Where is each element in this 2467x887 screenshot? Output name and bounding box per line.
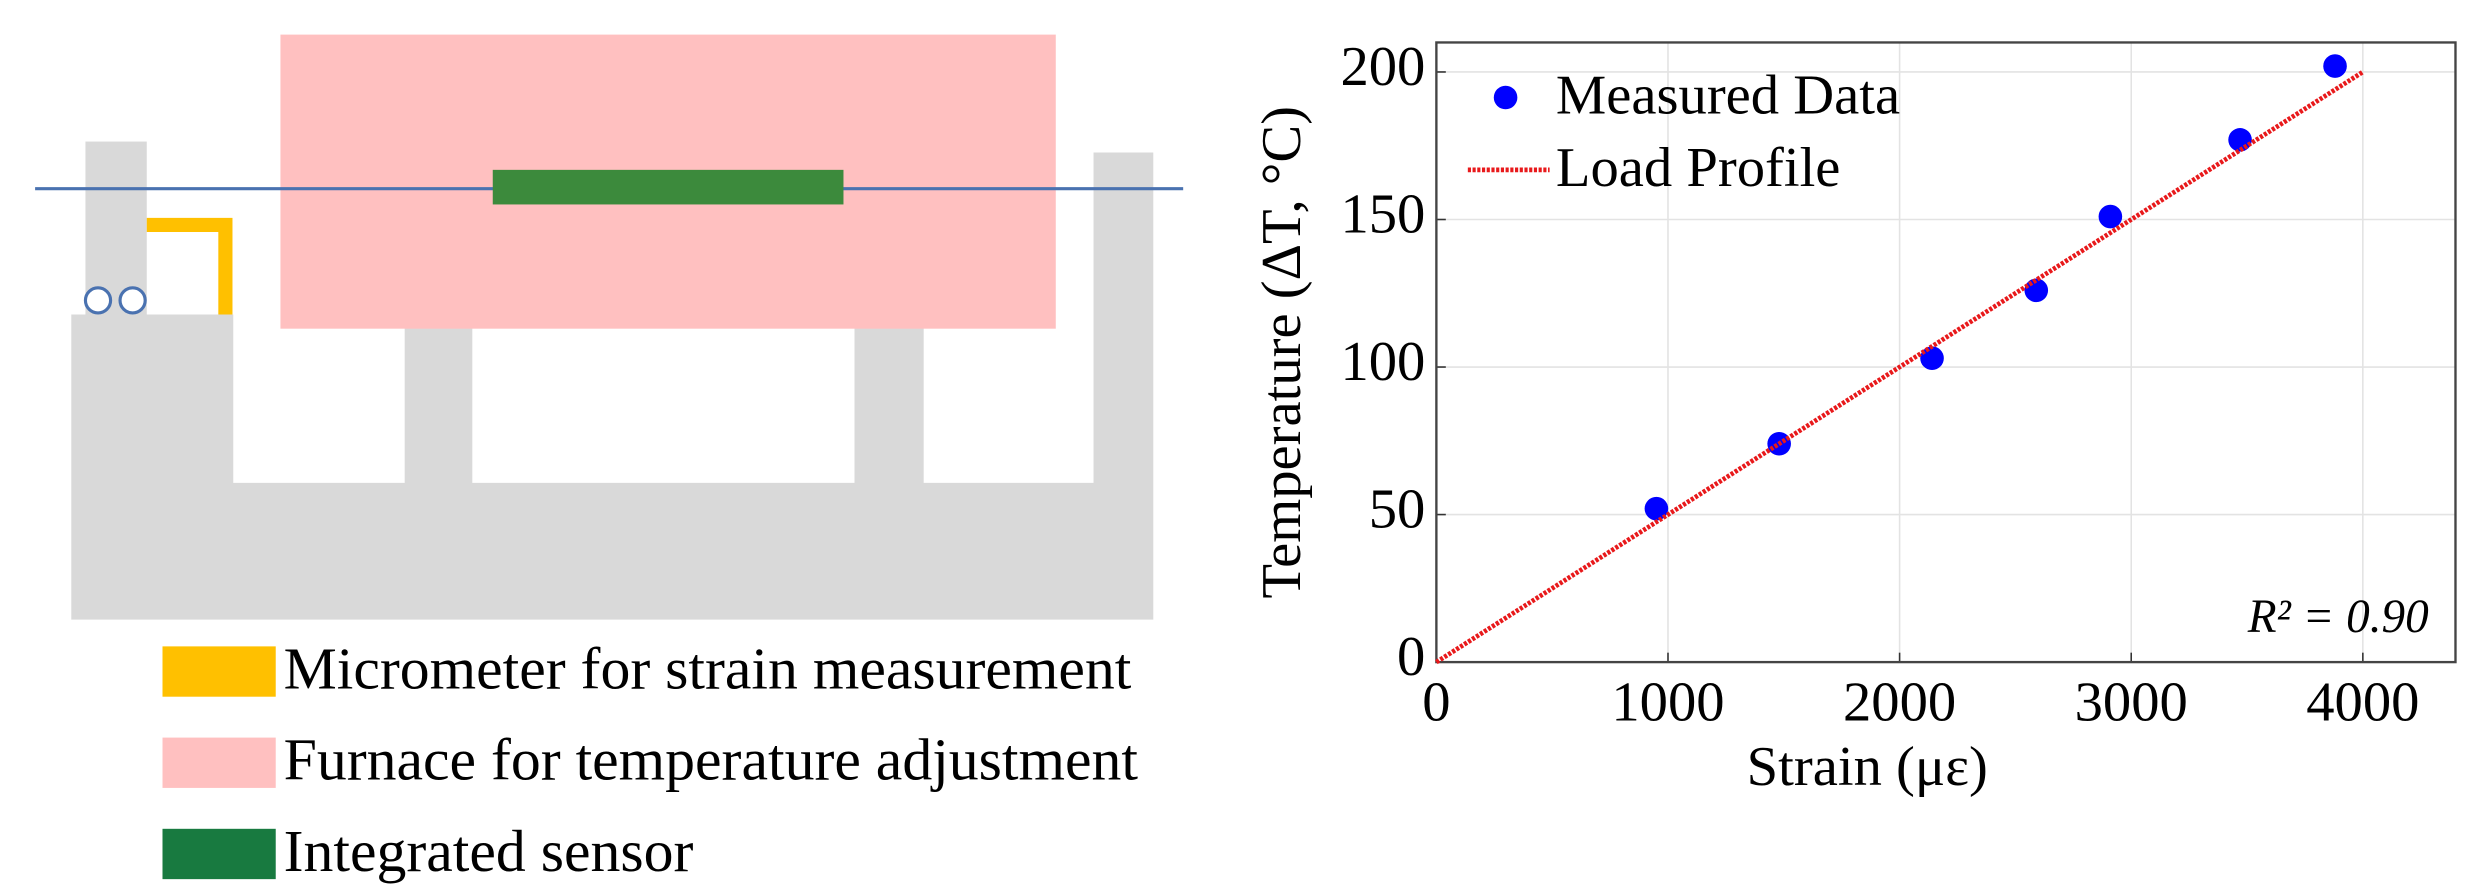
y-tick-label: 150 bbox=[1340, 183, 1425, 245]
micrometer bbox=[146, 217, 233, 315]
data-point bbox=[2323, 54, 2347, 78]
base bbox=[71, 152, 1154, 620]
x-tick-label: 0 bbox=[1422, 672, 1450, 734]
roller bbox=[83, 286, 113, 315]
pillar bbox=[404, 322, 473, 486]
legend-marker bbox=[1493, 85, 1518, 110]
legend-swatch bbox=[162, 828, 276, 880]
legend-label: Measured Data bbox=[1556, 65, 1900, 127]
diagram-legend: Micrometer for strain measurement Furnace… bbox=[162, 635, 1139, 884]
diagram bbox=[35, 34, 1184, 620]
legend-label: Furnace for temperature adjustment bbox=[284, 727, 1139, 793]
x-tick-label: 1000 bbox=[1611, 672, 1724, 734]
legend-label: Load Profile bbox=[1556, 137, 1841, 199]
data-point bbox=[2098, 204, 2123, 229]
y-tick-label: 100 bbox=[1340, 331, 1425, 393]
data-point bbox=[1920, 346, 1944, 370]
sensor bbox=[492, 169, 844, 205]
y-tick-label: 0 bbox=[1397, 626, 1425, 688]
y-axis-label: Temperature (ΔT, °C) bbox=[1251, 106, 1313, 599]
x-axis-label: Strain (με) bbox=[1747, 736, 1988, 798]
legend-label: Micrometer for strain measurement bbox=[284, 635, 1132, 701]
pillar bbox=[854, 322, 924, 486]
legend-label: Integrated sensor bbox=[284, 818, 694, 884]
x-tick-label: 3000 bbox=[2075, 672, 2188, 734]
x-tick-label: 4000 bbox=[2306, 672, 2419, 734]
y-tick-label: 50 bbox=[1369, 479, 1426, 541]
y-tick-label: 200 bbox=[1340, 36, 1425, 98]
x-tick-label: 2000 bbox=[1843, 672, 1956, 734]
plot-frame bbox=[1435, 41, 2457, 664]
roller bbox=[118, 286, 147, 315]
chart: 0 1000 2000 3000 4000 0 50 100 150 200 Strain (με)… bbox=[1251, 36, 2457, 798]
annotation: R² = 0.90 bbox=[2247, 591, 2429, 643]
data-point bbox=[1644, 496, 1669, 521]
legend-swatch bbox=[162, 737, 276, 788]
legend-swatch bbox=[162, 646, 276, 697]
line bbox=[1435, 69, 2365, 665]
